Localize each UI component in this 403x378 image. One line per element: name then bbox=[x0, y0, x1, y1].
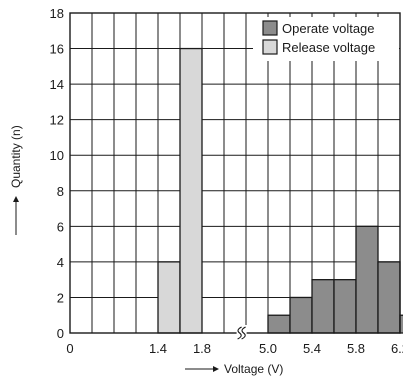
axis-break-icon bbox=[236, 325, 247, 341]
x-axis-label: Voltage (V) bbox=[224, 362, 283, 376]
axis-break-squiggle-right bbox=[241, 326, 246, 340]
legend-label-operate: Operate voltage bbox=[282, 21, 375, 36]
y-tick-label: 8 bbox=[57, 184, 64, 199]
x-axis-arrow-icon bbox=[185, 366, 219, 372]
y-tick-label: 18 bbox=[50, 6, 64, 21]
axis-break-mask bbox=[236, 325, 247, 341]
x-tick-label: 1.4 bbox=[149, 341, 167, 356]
bar-operate-voltage bbox=[377, 261, 401, 334]
bar-operate-voltage bbox=[355, 225, 379, 334]
y-tick-label: 4 bbox=[57, 255, 64, 270]
x-tick-label: 5.0 bbox=[259, 341, 277, 356]
y-tick-label: 6 bbox=[57, 219, 64, 234]
legend-swatch-operate bbox=[262, 20, 278, 36]
bar-operate-voltage bbox=[267, 314, 291, 334]
x-tick-label: 5.4 bbox=[303, 341, 321, 356]
y-axis-label: Quantity (n) bbox=[9, 125, 23, 188]
y-axis-arrow-icon bbox=[13, 196, 19, 235]
bar-operate-voltage bbox=[289, 296, 313, 334]
y-tick-label: 16 bbox=[50, 42, 64, 57]
y-tick-label: 12 bbox=[50, 113, 64, 128]
plot-frame bbox=[69, 12, 401, 334]
x-tick-label: 5.8 bbox=[347, 341, 365, 356]
bar-release-voltage bbox=[179, 47, 203, 334]
x-tick-label: 6.2 bbox=[391, 341, 403, 356]
axis-break-squiggle-left bbox=[237, 326, 242, 340]
legend: Operate voltage Release voltage bbox=[253, 17, 399, 61]
legend-swatch-release bbox=[262, 39, 278, 55]
bar-operate-voltage bbox=[311, 279, 335, 334]
bar-operate-voltage bbox=[333, 279, 357, 334]
y-tick-label: 14 bbox=[50, 77, 64, 92]
legend-label-release: Release voltage bbox=[282, 40, 375, 55]
x-tick-label: 1.8 bbox=[193, 341, 211, 356]
y-tick-label: 2 bbox=[57, 290, 64, 305]
x-tick-label: 0 bbox=[66, 341, 73, 356]
y-tick-label: 0 bbox=[57, 326, 64, 341]
bars bbox=[157, 47, 403, 334]
bar-release-voltage bbox=[157, 261, 181, 334]
y-tick-label: 10 bbox=[50, 148, 64, 163]
